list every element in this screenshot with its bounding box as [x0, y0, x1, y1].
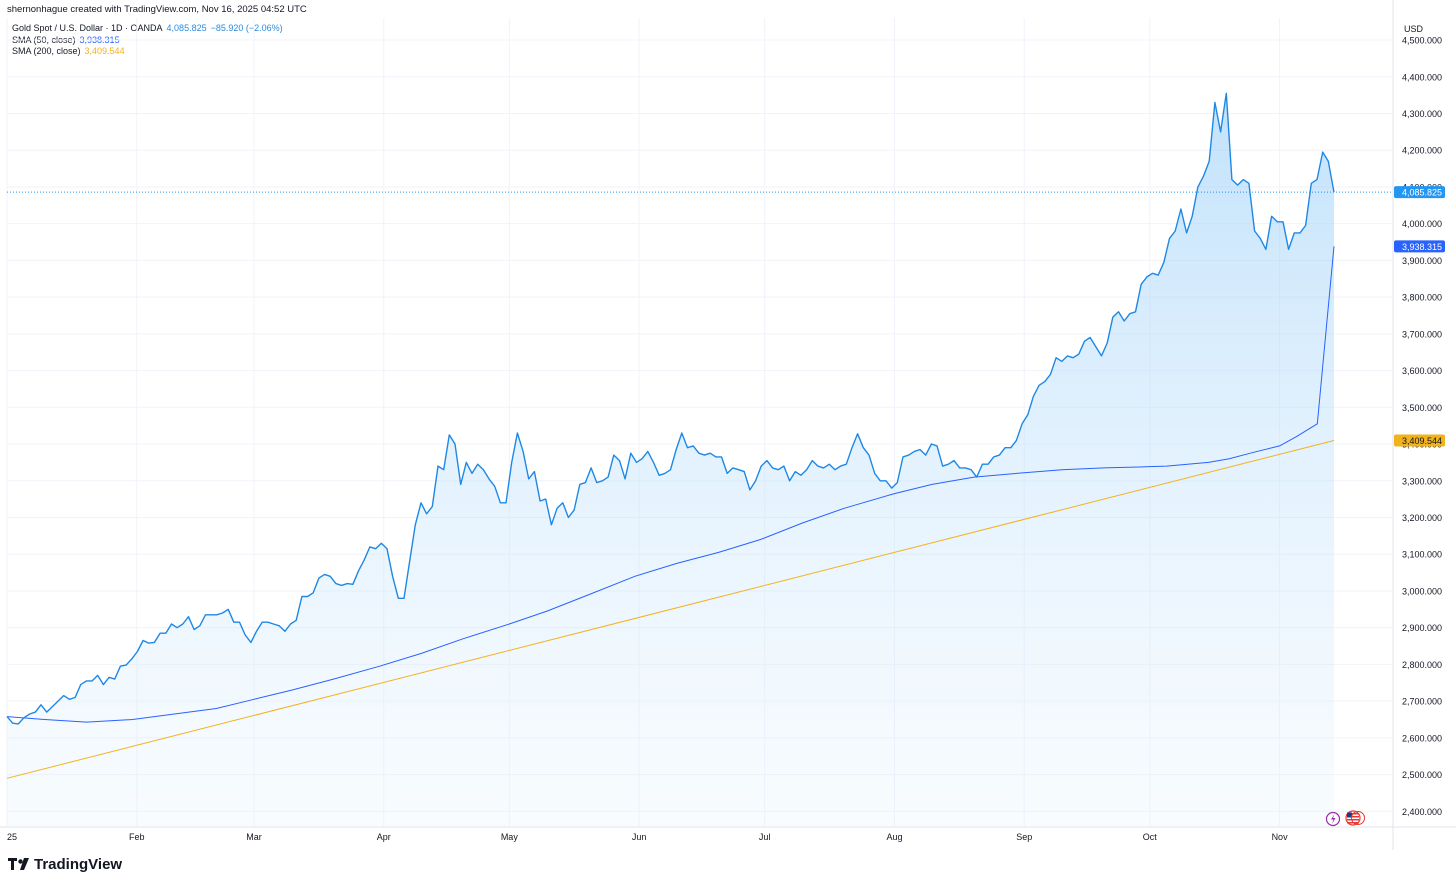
y-tick-label: 4,500.000 [1402, 36, 1442, 46]
price-label-tag [1394, 186, 1445, 199]
series-line-layer [6, 92, 1392, 779]
y-tick-label: 2,800.000 [1402, 660, 1442, 670]
legend-sma200-label: SMA (200, close) [12, 46, 81, 56]
y-tick-label: 4,200.000 [1402, 146, 1442, 156]
x-tick-label: 25 [7, 832, 17, 842]
currency-label[interactable]: USD [1404, 24, 1424, 34]
y-tick-label: 4,300.000 [1402, 109, 1442, 119]
y-tick-label: 3,500.000 [1402, 403, 1442, 413]
legend-price: 4,085.825 [166, 23, 207, 33]
x-tick-label: Nov [1272, 832, 1289, 842]
legend-sma200-value: 3,409.544 [84, 46, 125, 56]
y-tick-label: 3,600.000 [1402, 366, 1442, 376]
y-tick-label: 2,900.000 [1402, 623, 1442, 633]
x-tick-label: Jun [632, 832, 647, 842]
icons-layer [1325, 810, 1365, 827]
price-chart[interactable]: 2,400.000 2,500.000 2,600.000 2,700.000 2,80… [0, 0, 1456, 850]
y-tick-label: 3,200.000 [1402, 513, 1442, 523]
x-tick-label: Aug [886, 832, 902, 842]
y-tick-label: 2,400.000 [1402, 807, 1442, 817]
x-tick-label: Feb [129, 832, 145, 842]
legend-sma50-label: SMA (50, close) [12, 34, 76, 45]
us-flag-canton [1347, 812, 1352, 818]
y-tick-label: 3,000.000 [1402, 586, 1442, 596]
y-tick-label: 3,700.000 [1402, 329, 1442, 339]
price-label-text: 3,409.544 [1402, 436, 1442, 446]
x-tick-label: Mar [246, 832, 262, 842]
tradingview-brand[interactable]: TradingView [8, 856, 122, 874]
legend-change: −85.920 (−2.06%) [210, 23, 283, 33]
chart-credit: shernonhague created with TradingView.co… [7, 4, 307, 15]
us-flag-icon-outer [1351, 811, 1365, 825]
sma50-line[interactable] [6, 246, 1335, 723]
x-tick-label: May [501, 832, 519, 842]
price-line[interactable] [6, 92, 1335, 725]
y-tick-label: 3,100.000 [1402, 550, 1442, 560]
y-tick-label: 2,600.000 [1402, 733, 1442, 743]
price-label-text: 3,938.315 [1402, 242, 1442, 252]
us-flag-icon[interactable] [1345, 810, 1365, 826]
x-tick-label: Oct [1143, 832, 1158, 842]
y-tick-label: 3,800.000 [1402, 293, 1442, 303]
price-area-fill [7, 93, 1334, 827]
price-label-text: 4,085.825 [1402, 188, 1442, 198]
x-tick-label: Sep [1016, 832, 1032, 842]
price-label-tag [1394, 434, 1445, 447]
price-label-tag [1394, 240, 1445, 253]
price-area-layer [7, 93, 1334, 827]
chart-legend: Gold Spot / U.S. Dollar · 1D · OANDA 4,08… [12, 23, 283, 58]
us-flag-stripe [1347, 819, 1359, 821]
y-tick-label: 3,300.000 [1402, 476, 1442, 486]
lightning-icon[interactable] [1325, 811, 1341, 827]
tradingview-name: TradingView [34, 856, 123, 873]
lightning-icon-bolt [1331, 814, 1336, 824]
legend-row-sma50[interactable]: SMA (50, close) 3,938.315 [12, 35, 283, 47]
x-tick-label: Apr [377, 832, 391, 842]
us-flag-stripe [1347, 816, 1359, 818]
tradingview-logo-icon [8, 857, 30, 874]
sma200-line[interactable] [6, 440, 1335, 779]
legend-row-symbol[interactable]: Gold Spot / U.S. Dollar · 1D · OANDA 4,08… [12, 23, 283, 35]
axis-layer: 2,400.000 2,500.000 2,600.000 2,700.000 2,80… [0, 0, 1456, 850]
legend-sma50-value: 3,938.315 [79, 34, 120, 45]
y-tick-label: 4,000.000 [1402, 219, 1442, 229]
x-tick-label: Jul [759, 832, 771, 842]
legend-symbol: Gold Spot / U.S. Dollar · 1D · OANDA [12, 23, 163, 33]
y-tick-label: 4,400.000 [1402, 72, 1442, 82]
y-tick-label: 2,500.000 [1402, 770, 1442, 780]
legend-row-sma200[interactable]: SMA (200, close) 3,409.544 [12, 46, 283, 58]
y-tick-label: 3,900.000 [1402, 256, 1442, 266]
y-tick-label: 2,700.000 [1402, 697, 1442, 707]
